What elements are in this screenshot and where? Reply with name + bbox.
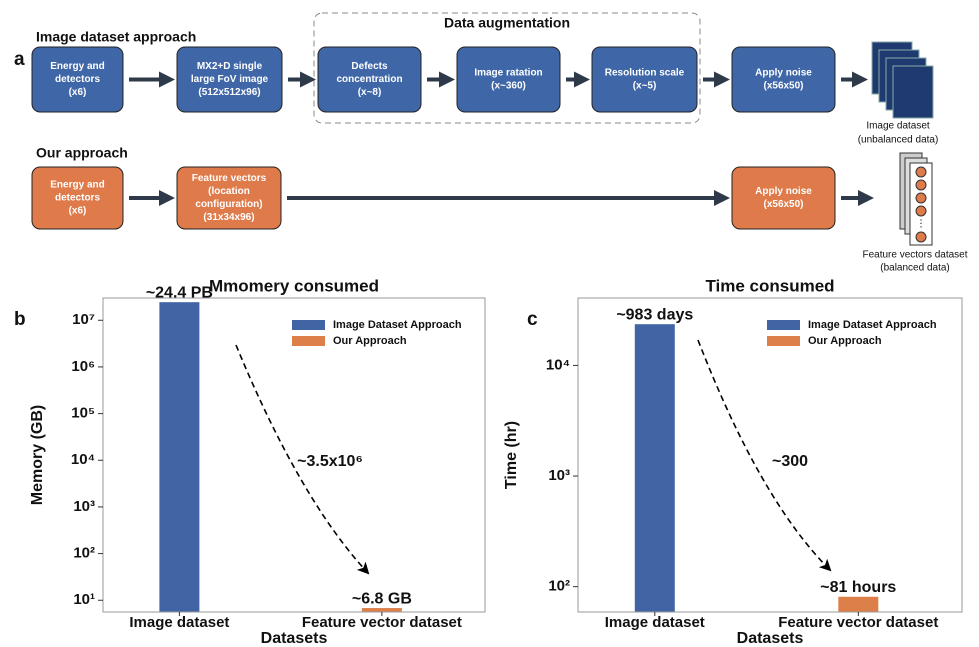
y-axis-label: Time (hr) bbox=[503, 421, 520, 489]
row-title: Our approach bbox=[36, 145, 128, 161]
chart-title: Time consumed bbox=[705, 276, 834, 295]
box-text: Resolution scale bbox=[605, 68, 685, 79]
box-text: (31x34x96) bbox=[203, 212, 254, 223]
output-caption: Feature vectors dataset bbox=[862, 250, 967, 261]
box-text: (location bbox=[208, 186, 250, 197]
box-text: Image ratation bbox=[474, 68, 542, 79]
x-tick-label: Feature vector dataset bbox=[302, 614, 462, 631]
y-tick-label: 10⁷ bbox=[72, 311, 95, 328]
value-label: ~24.4 PB bbox=[146, 284, 213, 301]
box-text: MX2+D single bbox=[197, 61, 263, 72]
box-text: detectors bbox=[55, 193, 100, 204]
bar bbox=[838, 597, 878, 612]
bar bbox=[362, 608, 402, 612]
box-text: concentration bbox=[336, 74, 402, 85]
process-box bbox=[732, 167, 835, 229]
box-text: (512x512x96) bbox=[198, 87, 260, 98]
process-box bbox=[592, 47, 697, 112]
output-caption: Image dataset bbox=[866, 121, 930, 132]
box-text: Apply noise bbox=[755, 68, 812, 79]
legend-swatch bbox=[292, 336, 325, 346]
x-axis-label: Datasets bbox=[737, 630, 804, 647]
legend-label: Our Approach bbox=[333, 335, 407, 347]
box-text: large FoV image bbox=[191, 74, 269, 85]
box-text: Feature vectors bbox=[192, 173, 267, 184]
figure: a Data augmentation ⋮ Image dataset appr… bbox=[0, 0, 979, 647]
box-text: (x56x50) bbox=[763, 199, 803, 210]
y-tick-label: 10⁴ bbox=[546, 356, 570, 373]
box-text: (x6) bbox=[69, 206, 87, 217]
output-caption: (unbalanced data) bbox=[858, 135, 939, 146]
bar bbox=[159, 302, 199, 612]
legend-label: Image Dataset Approach bbox=[333, 319, 462, 331]
box-text: (x~5) bbox=[633, 81, 657, 92]
annotation: ~3.5x10⁶ bbox=[297, 453, 363, 470]
chart-title: Mmomery consumed bbox=[209, 276, 379, 295]
legend-swatch bbox=[292, 320, 325, 330]
box-text: (x~360) bbox=[491, 81, 526, 92]
value-label: ~983 days bbox=[616, 306, 693, 323]
legend-swatch bbox=[767, 320, 800, 330]
process-box bbox=[732, 47, 835, 112]
image-stack-icon bbox=[872, 42, 933, 118]
box-text: Energy and bbox=[50, 180, 104, 191]
box-text: (x~8) bbox=[358, 87, 382, 98]
trend-arrow bbox=[698, 340, 830, 570]
panel-label: b bbox=[14, 309, 26, 330]
box-text: configuration) bbox=[195, 199, 262, 210]
x-tick-label: Feature vector dataset bbox=[778, 614, 938, 631]
box-text: (x56x50) bbox=[763, 81, 803, 92]
output-caption: (balanced data) bbox=[880, 263, 950, 274]
y-tick-label: 10² bbox=[548, 578, 570, 595]
box-text: (x6) bbox=[69, 87, 87, 98]
feature-vector-icon: ⋮ bbox=[900, 153, 932, 245]
process-box bbox=[457, 47, 560, 112]
y-tick-label: 10² bbox=[73, 545, 95, 562]
panel-label: c bbox=[527, 309, 538, 330]
group-title: Data augmentation bbox=[444, 15, 570, 31]
panel-label: a bbox=[14, 49, 25, 70]
bar bbox=[635, 324, 675, 612]
annotation: ~300 bbox=[772, 453, 808, 470]
y-tick-label: 10³ bbox=[73, 498, 95, 515]
y-tick-label: 10⁶ bbox=[71, 358, 95, 375]
value-label: ~6.8 GB bbox=[352, 590, 412, 607]
y-tick-label: 10⁵ bbox=[71, 405, 95, 422]
svg-text:⋮: ⋮ bbox=[916, 219, 926, 230]
x-tick-label: Image dataset bbox=[605, 614, 705, 631]
x-axis-label: Datasets bbox=[261, 630, 328, 647]
y-tick-label: 10³ bbox=[548, 467, 570, 484]
y-axis-label: Memory (GB) bbox=[29, 405, 46, 505]
box-text: detectors bbox=[55, 74, 100, 85]
value-label: ~81 hours bbox=[820, 579, 896, 596]
legend-label: Our Approach bbox=[808, 335, 882, 347]
y-tick-label: 10¹ bbox=[73, 591, 95, 608]
legend-label: Image Dataset Approach bbox=[808, 319, 937, 331]
y-tick-label: 10⁴ bbox=[71, 451, 95, 468]
box-text: Energy and bbox=[50, 61, 104, 72]
x-tick-label: Image dataset bbox=[129, 614, 229, 631]
box-text: Apply noise bbox=[755, 186, 812, 197]
legend-swatch bbox=[767, 336, 800, 346]
box-text: Defects bbox=[351, 61, 388, 72]
row-title: Image dataset approach bbox=[36, 29, 196, 45]
